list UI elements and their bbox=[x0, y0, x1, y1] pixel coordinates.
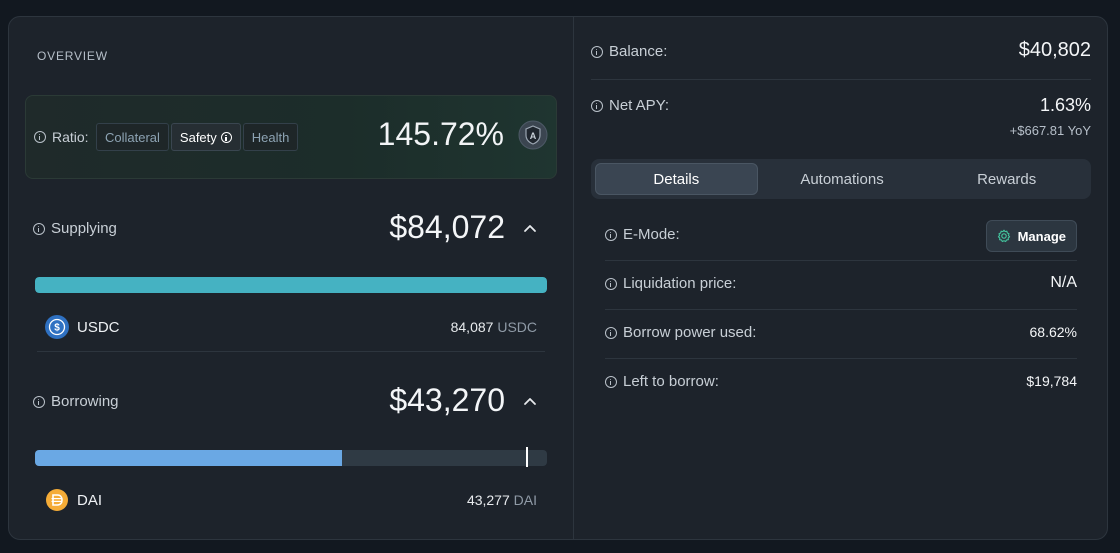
svg-text:$: $ bbox=[54, 323, 60, 334]
divider bbox=[605, 309, 1077, 310]
info-icon[interactable] bbox=[605, 228, 617, 241]
divider bbox=[605, 260, 1077, 261]
borrowing-asset-row: DAI 43,277 DAI bbox=[37, 479, 545, 521]
divider bbox=[605, 358, 1077, 359]
left-to-borrow-label-text: Left to borrow: bbox=[623, 373, 719, 390]
balance-value: $40,802 bbox=[1018, 39, 1091, 61]
borrow-power-label-text: Borrow power used: bbox=[623, 324, 757, 341]
liquidation-value: N/A bbox=[1050, 274, 1077, 291]
ratio-option-safety-label: Safety bbox=[179, 129, 217, 145]
ratio-option-health[interactable]: Health bbox=[242, 123, 299, 151]
balance-label: Balance: bbox=[591, 43, 667, 60]
asset-name: DAI bbox=[37, 488, 102, 512]
borrowing-asset-amount: 43,277 DAI bbox=[467, 492, 545, 508]
supplying-amount: $84,072 bbox=[389, 209, 505, 245]
usdc-coin-icon: $ bbox=[45, 315, 69, 339]
emode-label: E-Mode: bbox=[605, 226, 680, 243]
ratio-label-text: Ratio: bbox=[52, 129, 89, 145]
supplying-asset-unit: USDC bbox=[497, 319, 537, 335]
tab-details[interactable]: Details bbox=[595, 163, 758, 195]
borrowing-bar bbox=[35, 447, 547, 467]
borrow-power-value: 68.62% bbox=[1029, 324, 1077, 340]
left-to-borrow-value: $19,784 bbox=[1026, 373, 1077, 389]
asset-name: $ USDC bbox=[37, 315, 120, 339]
overview-column: OVERVIEW Ratio: Collateral Safety Health… bbox=[9, 17, 574, 539]
ratio-label: Ratio: bbox=[34, 129, 89, 145]
net-apy-label-text: Net APY: bbox=[609, 97, 670, 114]
ratio-card: Ratio: Collateral Safety Health 145.72% … bbox=[25, 95, 557, 179]
info-icon[interactable] bbox=[605, 375, 617, 388]
ratio-value: 145.72% bbox=[377, 116, 504, 152]
liquidation-label: Liquidation price: bbox=[605, 275, 736, 292]
ratio-option-collateral[interactable]: Collateral bbox=[96, 123, 169, 151]
supplying-asset-value: 84,087 bbox=[450, 319, 494, 335]
borrow-power-label: Borrow power used: bbox=[605, 324, 756, 341]
emode-label-text: E-Mode: bbox=[623, 226, 680, 243]
info-icon[interactable] bbox=[591, 45, 603, 58]
supplying-label-text: Supplying bbox=[51, 220, 117, 237]
supplying-asset-symbol: USDC bbox=[77, 318, 120, 336]
dai-coin-icon bbox=[45, 488, 69, 512]
info-icon[interactable] bbox=[591, 99, 603, 112]
divider bbox=[37, 351, 545, 352]
tab-automations[interactable]: Automations bbox=[800, 170, 884, 188]
chevron-up-icon[interactable] bbox=[523, 223, 537, 233]
details-tabs: Details Automations Rewards bbox=[591, 159, 1091, 199]
borrowing-asset-value: 43,277 bbox=[466, 492, 510, 508]
net-apy-label: Net APY: bbox=[591, 97, 669, 114]
ratio-selector: Collateral Safety Health bbox=[96, 123, 299, 151]
liquidation-row: Liquidation price: N/A bbox=[605, 261, 1077, 309]
borrowing-label-text: Borrowing bbox=[51, 393, 119, 410]
info-icon[interactable] bbox=[33, 222, 45, 235]
supplying-asset-row: $ USDC 84,087 USDC bbox=[37, 306, 545, 348]
chevron-up-icon[interactable] bbox=[523, 396, 537, 406]
liquidation-label-text: Liquidation price: bbox=[623, 275, 737, 292]
tab-rewards[interactable]: Rewards bbox=[977, 170, 1037, 188]
net-apy-value: 1.63% bbox=[1039, 95, 1091, 115]
position-panel: OVERVIEW Ratio: Collateral Safety Health… bbox=[8, 16, 1108, 540]
borrowing-asset-unit: DAI bbox=[513, 492, 537, 508]
supplying-bar bbox=[35, 277, 547, 293]
supplying-asset-amount: 84,087 USDC bbox=[451, 319, 545, 335]
net-apy-yoy: +$667.81 YoY bbox=[1009, 123, 1091, 138]
overview-title: OVERVIEW bbox=[37, 49, 108, 63]
safety-shield-icon: A bbox=[518, 120, 548, 150]
borrowing-label: Borrowing bbox=[33, 393, 119, 410]
supplying-bar-fill bbox=[35, 277, 547, 293]
supplying-label: Supplying bbox=[33, 220, 117, 237]
net-apy-row: Net APY: 1.63% +$667.81 YoY bbox=[591, 91, 1091, 141]
left-to-borrow-label: Left to borrow: bbox=[605, 373, 719, 390]
left-to-borrow-row: Left to borrow: $19,784 bbox=[605, 359, 1077, 407]
info-icon bbox=[220, 131, 232, 143]
borrowing-amount: $43,270 bbox=[389, 382, 505, 418]
borrowing-asset-symbol: DAI bbox=[77, 491, 103, 509]
svg-text:A: A bbox=[530, 131, 537, 141]
manage-button-label: Manage bbox=[1017, 228, 1066, 244]
info-icon[interactable] bbox=[605, 277, 617, 290]
info-icon[interactable] bbox=[34, 131, 46, 143]
emode-row: E-Mode: Manage bbox=[605, 212, 1077, 260]
borrow-power-row: Borrow power used: 68.62% bbox=[605, 310, 1077, 358]
borrow-limit-marker bbox=[525, 447, 528, 467]
gear-icon bbox=[997, 229, 1010, 243]
balance-label-text: Balance: bbox=[609, 43, 668, 60]
summary-column: Balance: $40,802 Net APY: 1.63% +$667.81… bbox=[575, 17, 1107, 539]
info-icon[interactable] bbox=[33, 395, 45, 408]
borrowing-bar-fill bbox=[35, 450, 343, 466]
info-icon[interactable] bbox=[605, 326, 617, 339]
ratio-option-safety[interactable]: Safety bbox=[170, 123, 241, 151]
manage-emode-button[interactable]: Manage bbox=[985, 220, 1077, 252]
divider bbox=[591, 79, 1091, 80]
balance-row: Balance: $40,802 bbox=[591, 37, 1091, 67]
